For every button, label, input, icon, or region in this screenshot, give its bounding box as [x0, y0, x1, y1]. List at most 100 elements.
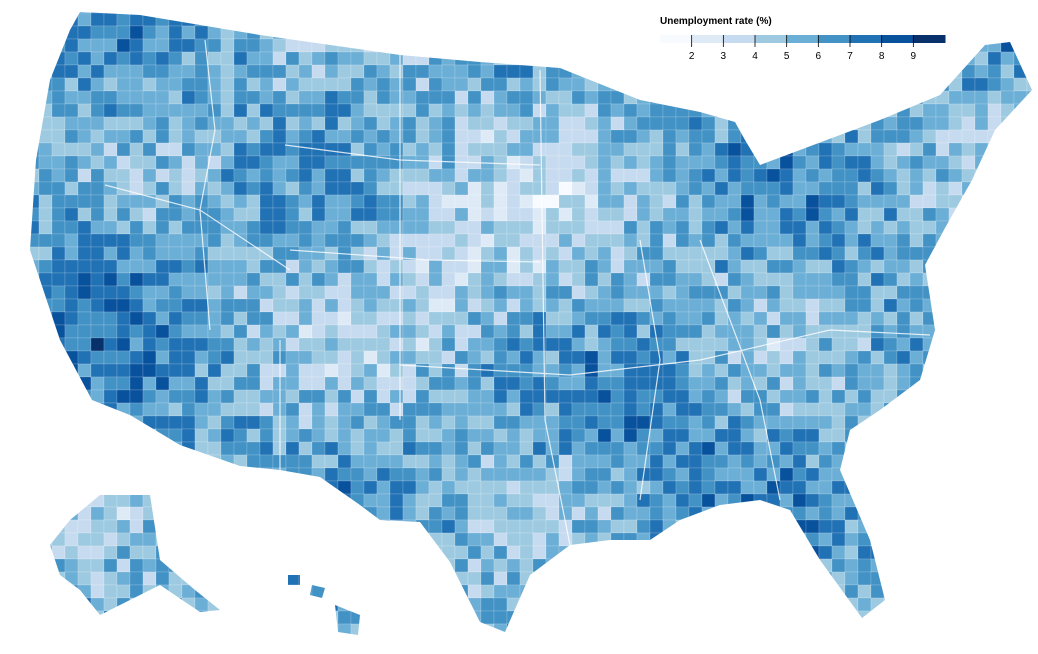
county — [766, 298, 781, 313]
county — [987, 142, 1002, 157]
county — [298, 441, 313, 456]
county — [104, 650, 117, 654]
county — [688, 311, 703, 326]
county — [740, 389, 755, 404]
county — [220, 90, 235, 105]
county — [402, 272, 417, 287]
county — [402, 571, 417, 586]
county — [649, 64, 664, 79]
county — [441, 376, 456, 391]
county — [610, 311, 625, 326]
county — [922, 64, 937, 79]
county — [675, 519, 690, 534]
county — [376, 168, 391, 183]
county — [857, 493, 872, 508]
county — [1013, 506, 1028, 521]
county — [337, 545, 352, 560]
county — [636, 25, 651, 40]
county — [38, 272, 53, 287]
county — [883, 129, 898, 144]
county — [30, 77, 40, 92]
county — [623, 168, 638, 183]
county — [337, 272, 352, 287]
county — [805, 298, 820, 313]
county — [766, 558, 781, 573]
county — [363, 233, 378, 248]
county — [350, 337, 365, 352]
county — [207, 285, 222, 300]
county — [467, 441, 482, 456]
county — [545, 415, 560, 430]
county — [922, 285, 937, 300]
county — [792, 259, 807, 274]
county — [792, 77, 807, 92]
county — [948, 532, 963, 547]
county — [168, 272, 183, 287]
county — [77, 272, 92, 287]
county — [701, 519, 716, 534]
county — [857, 545, 872, 560]
county — [636, 597, 651, 612]
county — [1014, 650, 1027, 654]
county — [623, 545, 638, 560]
county — [519, 64, 534, 79]
county — [207, 363, 222, 378]
county — [688, 272, 703, 287]
county — [727, 298, 742, 313]
county — [30, 155, 40, 170]
county — [181, 584, 196, 599]
county — [467, 12, 482, 27]
county — [402, 558, 417, 573]
county — [324, 116, 339, 131]
county — [493, 571, 508, 586]
legend-tick-label: 9 — [911, 51, 917, 62]
county — [714, 220, 729, 235]
county — [428, 12, 443, 14]
county — [1000, 220, 1015, 235]
county — [117, 637, 130, 650]
county — [961, 402, 976, 417]
county — [741, 650, 754, 654]
county — [766, 571, 781, 586]
county — [233, 285, 248, 300]
county — [298, 129, 313, 144]
county — [0, 650, 13, 654]
county — [857, 584, 872, 599]
county — [896, 428, 911, 443]
county — [948, 12, 963, 27]
county — [870, 454, 885, 469]
county — [675, 389, 690, 404]
county — [961, 623, 976, 635]
county — [220, 545, 235, 560]
county — [506, 415, 521, 430]
county — [129, 311, 144, 326]
county — [493, 194, 508, 209]
county — [844, 77, 859, 92]
county — [480, 597, 495, 612]
county — [207, 376, 222, 391]
county — [1013, 558, 1028, 573]
county — [792, 233, 807, 248]
county — [598, 650, 611, 654]
county — [415, 311, 430, 326]
county — [714, 454, 729, 469]
county — [103, 12, 118, 14]
county — [337, 415, 352, 430]
county — [129, 103, 144, 118]
county — [740, 480, 755, 495]
county — [558, 324, 573, 339]
county — [363, 337, 378, 352]
county — [1026, 285, 1032, 300]
county — [428, 116, 443, 131]
county — [740, 519, 755, 534]
county — [363, 389, 378, 404]
county — [51, 51, 66, 66]
county — [30, 415, 40, 430]
county — [51, 207, 66, 222]
county — [597, 337, 612, 352]
county — [922, 324, 937, 339]
county — [441, 428, 456, 443]
county — [831, 493, 846, 508]
county — [1013, 428, 1028, 443]
county — [64, 168, 79, 183]
